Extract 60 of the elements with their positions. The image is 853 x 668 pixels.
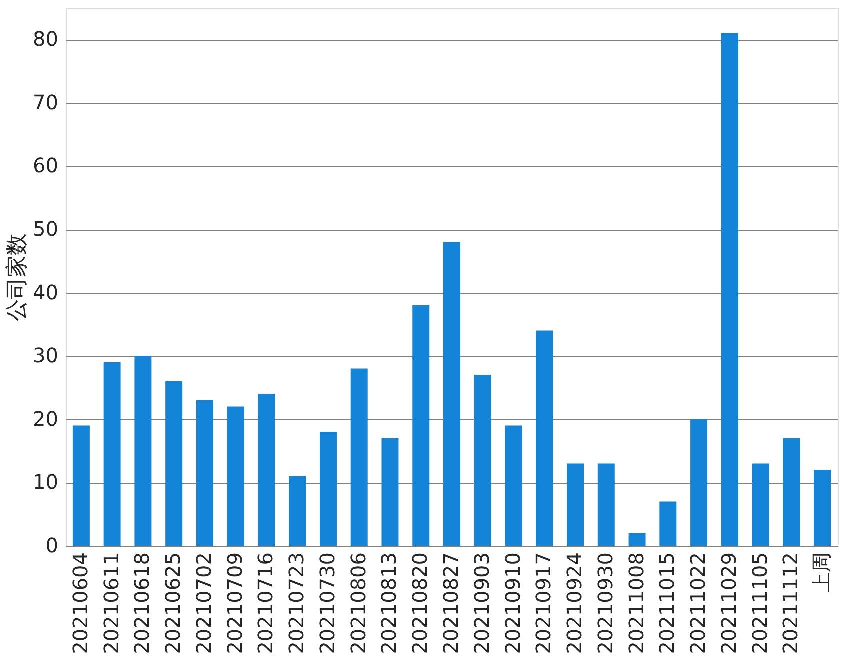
bar — [598, 464, 615, 546]
bar — [660, 502, 677, 546]
bar — [721, 33, 738, 546]
x-tick-label: 20211029 — [716, 552, 741, 654]
x-tick-label: 20210716 — [254, 552, 278, 654]
bar — [382, 438, 399, 546]
y-tick-label: 20 — [33, 406, 58, 431]
y-tick-label: 0 — [46, 534, 58, 558]
bar — [783, 438, 800, 546]
x-tick-label: 20211008 — [624, 552, 648, 654]
bar — [474, 375, 492, 546]
x-tick-label: 20210709 — [222, 552, 247, 654]
bar — [690, 419, 708, 546]
x-tick-label: 20210917 — [532, 552, 556, 654]
x-tick-label: 20210702 — [192, 552, 216, 654]
x-tick-label: 20211105 — [748, 552, 772, 654]
x-tick-label: 上周 — [810, 552, 834, 592]
y-tick-label: 50 — [33, 217, 58, 242]
y-tick-label: 30 — [33, 344, 58, 368]
bar — [350, 368, 368, 546]
bar — [505, 426, 522, 546]
y-tick-label: 80 — [33, 27, 58, 52]
bar — [444, 242, 460, 546]
x-tick-label: 20210813 — [377, 552, 402, 654]
x-tick-label: 20210625 — [161, 552, 186, 654]
x-tick-label: 20210618 — [130, 552, 154, 654]
y-tick-label: 60 — [33, 154, 58, 178]
bar — [289, 476, 306, 546]
x-tick-label: 20210723 — [284, 552, 309, 654]
bar — [166, 381, 183, 546]
x-tick-label: 20210903 — [470, 552, 494, 654]
bar — [227, 406, 244, 546]
bar — [814, 470, 832, 546]
bar — [536, 330, 554, 546]
x-tick-label: 20210930 — [593, 552, 618, 654]
y-tick-label: 70 — [33, 90, 58, 114]
bar — [752, 464, 770, 546]
bar — [72, 426, 90, 546]
y-axis-title: 公司家数 — [5, 234, 30, 322]
bar — [196, 400, 214, 546]
bar — [412, 305, 430, 546]
x-tick-label: 20210924 — [562, 552, 587, 654]
bar — [628, 533, 646, 546]
x-tick-label: 20210611 — [99, 552, 124, 654]
x-tick-label: 20210806 — [346, 552, 370, 654]
bar — [320, 432, 337, 546]
x-tick-label: 20210604 — [68, 552, 92, 654]
x-tick-label: 20211112 — [778, 552, 803, 654]
x-tick-label: 20210827 — [439, 552, 463, 654]
bar — [134, 356, 152, 546]
x-tick-label: 20211015 — [655, 552, 680, 654]
bar — [567, 464, 584, 546]
bar — [258, 394, 276, 546]
y-tick-label: 10 — [33, 470, 58, 494]
y-tick-label: 40 — [33, 280, 58, 304]
x-tick-label: 20210820 — [408, 552, 432, 654]
x-tick-label: 20210910 — [500, 552, 525, 654]
x-tick-label: 20210730 — [315, 552, 340, 654]
bar — [104, 362, 121, 546]
x-tick-label: 20211022 — [686, 552, 710, 654]
